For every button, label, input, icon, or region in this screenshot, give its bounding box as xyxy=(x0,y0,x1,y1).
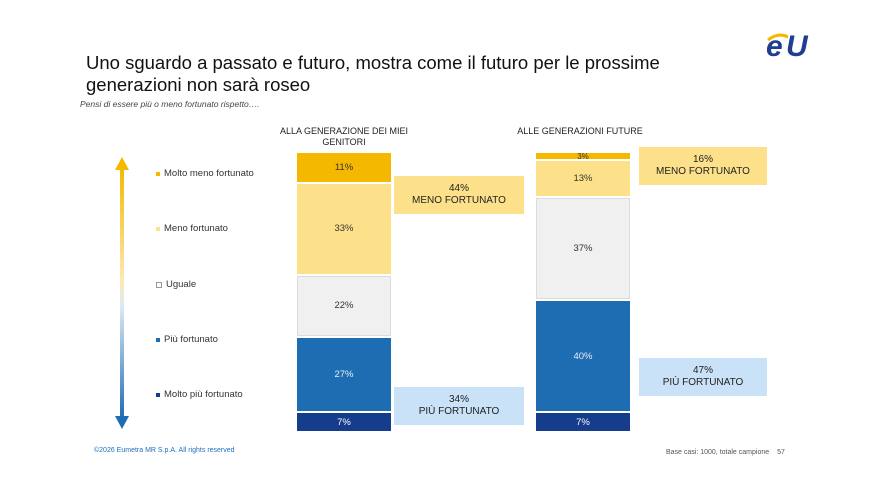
data-label: 3% xyxy=(577,151,589,161)
bar-segment-molto-piu: 7% xyxy=(536,413,630,431)
bar-segment-piu: 40% xyxy=(536,301,630,412)
callout-percent: 44% xyxy=(448,182,469,194)
callout-text: MENO FORTUNATO xyxy=(656,166,750,177)
bar-segment-piu: 27% xyxy=(297,337,391,412)
data-label: 40% xyxy=(573,350,593,362)
page-title: Uno sguardo a passato e futuro, mostra c… xyxy=(86,52,660,95)
legend-meno: Meno fortunato xyxy=(156,223,228,234)
data-label: 37% xyxy=(573,243,593,255)
callout-text: PIÙ FORTUNATO xyxy=(418,406,500,418)
bar-segment-molto-meno: 11% xyxy=(297,153,391,182)
svg-text:U: U xyxy=(786,30,809,62)
data-label: 11% xyxy=(334,161,354,173)
gradient-arrow xyxy=(115,157,129,429)
legend-swatch xyxy=(156,392,160,397)
legend-label: Uguale xyxy=(166,279,197,290)
bar-segment-uguale: 22% xyxy=(297,276,391,336)
question-subtitle: Pensi di essere più o meno fortunato ris… xyxy=(80,99,260,109)
callout-percent: 16% xyxy=(692,154,713,165)
data-label: 7% xyxy=(337,416,351,428)
bar-segment-uguale: 37% xyxy=(536,197,630,300)
legend-label: Molto più fortunato xyxy=(164,389,243,400)
bar-segment-meno: 13% xyxy=(536,161,630,196)
data-label: 13% xyxy=(573,173,593,185)
legend-swatch xyxy=(156,226,160,231)
data-label: 7% xyxy=(576,416,590,428)
column-header-future: ALLE GENERAZIONI FUTURE xyxy=(517,126,643,136)
callout-text: MENO FORTUNATO xyxy=(412,194,506,206)
legend-swatch xyxy=(156,171,160,176)
column-header-parents: ALLA GENERAZIONE DEI MIEI GENITORI xyxy=(279,126,409,147)
footer-info: Base casi: 1000, totale campione 57 xyxy=(666,449,785,456)
base-note: Base casi: 1000, totale campione xyxy=(666,449,770,456)
callout-percent: 47% xyxy=(692,365,713,377)
legend-label: Molto meno fortunato xyxy=(164,168,254,179)
eumetra-logo: e U xyxy=(766,30,809,62)
callout-meno-fortunato: 16% MENO FORTUNATO xyxy=(639,147,767,185)
callout-meno-fortunato: 44% MENO FORTUNATO xyxy=(394,175,524,214)
callout-piu-fortunato: 47% PIÙ FORTUNATO xyxy=(639,358,767,397)
bar-segment-meno: 33% xyxy=(297,183,391,275)
legend-uguale: Uguale xyxy=(156,279,196,290)
legend-label: Meno fortunato xyxy=(164,223,228,234)
copyright: ©2026 Eumetra MR S.p.A. All rights reser… xyxy=(94,447,235,454)
legend-label: Più fortunato xyxy=(164,334,218,345)
page-number: 57 xyxy=(777,449,785,456)
bar-segment-molto-meno: 3% xyxy=(536,151,630,161)
data-label: 33% xyxy=(334,223,354,235)
callout-percent: 34% xyxy=(448,394,469,406)
legend-piu: Più fortunato xyxy=(156,334,218,345)
legend-swatch xyxy=(156,281,162,288)
data-label: 22% xyxy=(334,300,354,312)
callout-piu-fortunato: 34% PIÙ FORTUNATO xyxy=(394,387,524,426)
legend-swatch xyxy=(156,337,160,342)
legend-molto-meno: Molto meno fortunato xyxy=(156,168,254,179)
callout-text: PIÙ FORTUNATO xyxy=(662,377,744,389)
legend-molto-piu: Molto più fortunato xyxy=(156,389,243,400)
data-label: 27% xyxy=(334,369,354,381)
bar-segment-molto-piu: 7% xyxy=(297,413,391,431)
